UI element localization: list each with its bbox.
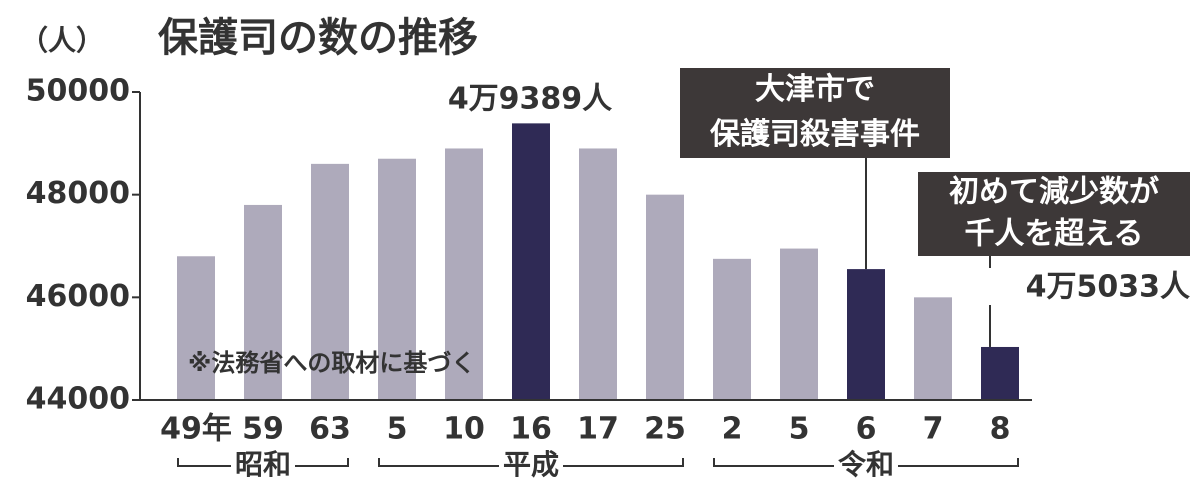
bar <box>981 346 1019 400</box>
value-label: 4万9389人 <box>448 82 612 117</box>
x-tick-label: 7 <box>923 412 944 447</box>
y-tick-label: 50000 <box>26 74 130 109</box>
annotation-text: 初めて減少数が <box>949 175 1159 210</box>
annotation-box <box>680 68 950 158</box>
annotation-text: 保護司殺害事件 <box>710 117 920 152</box>
x-tick-label: 17 <box>577 412 619 447</box>
x-tick-label: 6 <box>856 412 877 447</box>
era-bracket <box>713 458 1019 467</box>
x-tick-label: 63 <box>309 412 351 447</box>
annotation-text: 大津市で <box>755 72 875 107</box>
era-label: 令和 <box>838 448 894 481</box>
x-tick-label: 59 <box>242 412 284 447</box>
x-tick-label: 10 <box>443 412 485 447</box>
bar <box>512 123 550 400</box>
bar <box>445 148 483 400</box>
value-label: 4万5033人 <box>1026 270 1190 305</box>
era-label: 昭和 <box>235 448 291 481</box>
x-tick-label: 49年 <box>160 412 232 447</box>
y-tick-label: 48000 <box>26 176 130 211</box>
bar <box>646 194 684 400</box>
bar <box>378 158 416 400</box>
annotation-box <box>918 172 1190 256</box>
bar <box>713 258 751 400</box>
era-bracket <box>177 458 349 467</box>
era-bracket <box>378 458 684 467</box>
bar <box>244 204 282 400</box>
bar <box>311 163 349 400</box>
y-unit: （人） <box>20 24 104 57</box>
x-tick-label: 2 <box>722 412 743 447</box>
x-tick-label: 5 <box>789 412 810 447</box>
chart-title: 保護司の数の推移 <box>158 15 478 61</box>
annotation-text: 千人を超える <box>964 217 1143 252</box>
x-tick-label: 16 <box>510 412 552 447</box>
x-tick-label: 25 <box>644 412 686 447</box>
bar <box>780 248 818 400</box>
bar <box>847 269 885 400</box>
y-tick-label: 46000 <box>26 279 130 314</box>
bar <box>914 297 952 400</box>
x-tick-label: 5 <box>387 412 408 447</box>
y-tick-label: 44000 <box>26 382 130 417</box>
bar <box>579 148 617 400</box>
era-label: 平成 <box>503 448 559 481</box>
x-tick-label: 8 <box>990 412 1011 447</box>
bar <box>177 256 215 400</box>
note: ※法務省への取材に基づく <box>188 349 475 377</box>
